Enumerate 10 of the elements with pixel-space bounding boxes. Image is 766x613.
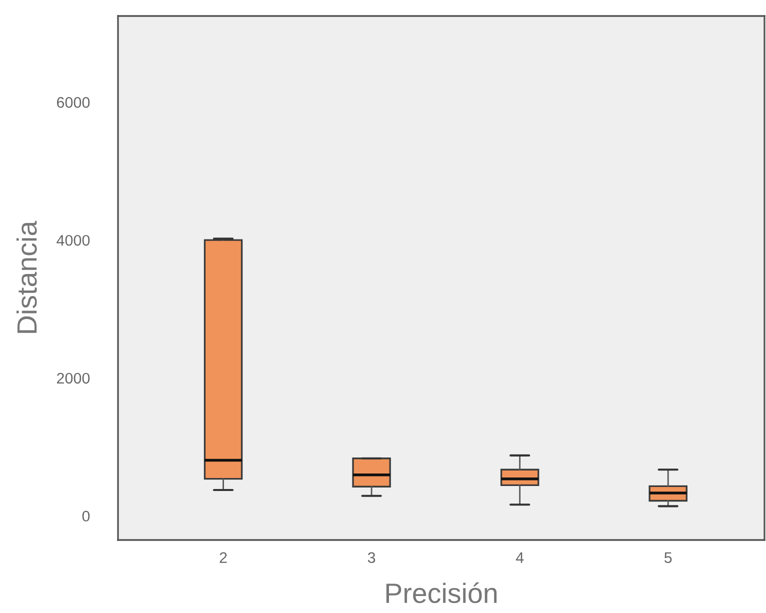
y-axis-title: Distancia <box>16 220 37 333</box>
y-tick-label: 6000 <box>57 97 90 108</box>
y-tick-label: 0 <box>82 510 90 522</box>
y-tick-label: 2000 <box>57 372 90 384</box>
x-tick-label: 5 <box>664 552 672 564</box>
x-axis-title: Precisión <box>386 582 497 604</box>
x-tick-label: 3 <box>368 552 376 564</box>
x-tick-label: 2 <box>220 552 227 563</box>
y-tick-label: 4000 <box>56 234 90 246</box>
x-tick-label: 4 <box>516 552 524 563</box>
